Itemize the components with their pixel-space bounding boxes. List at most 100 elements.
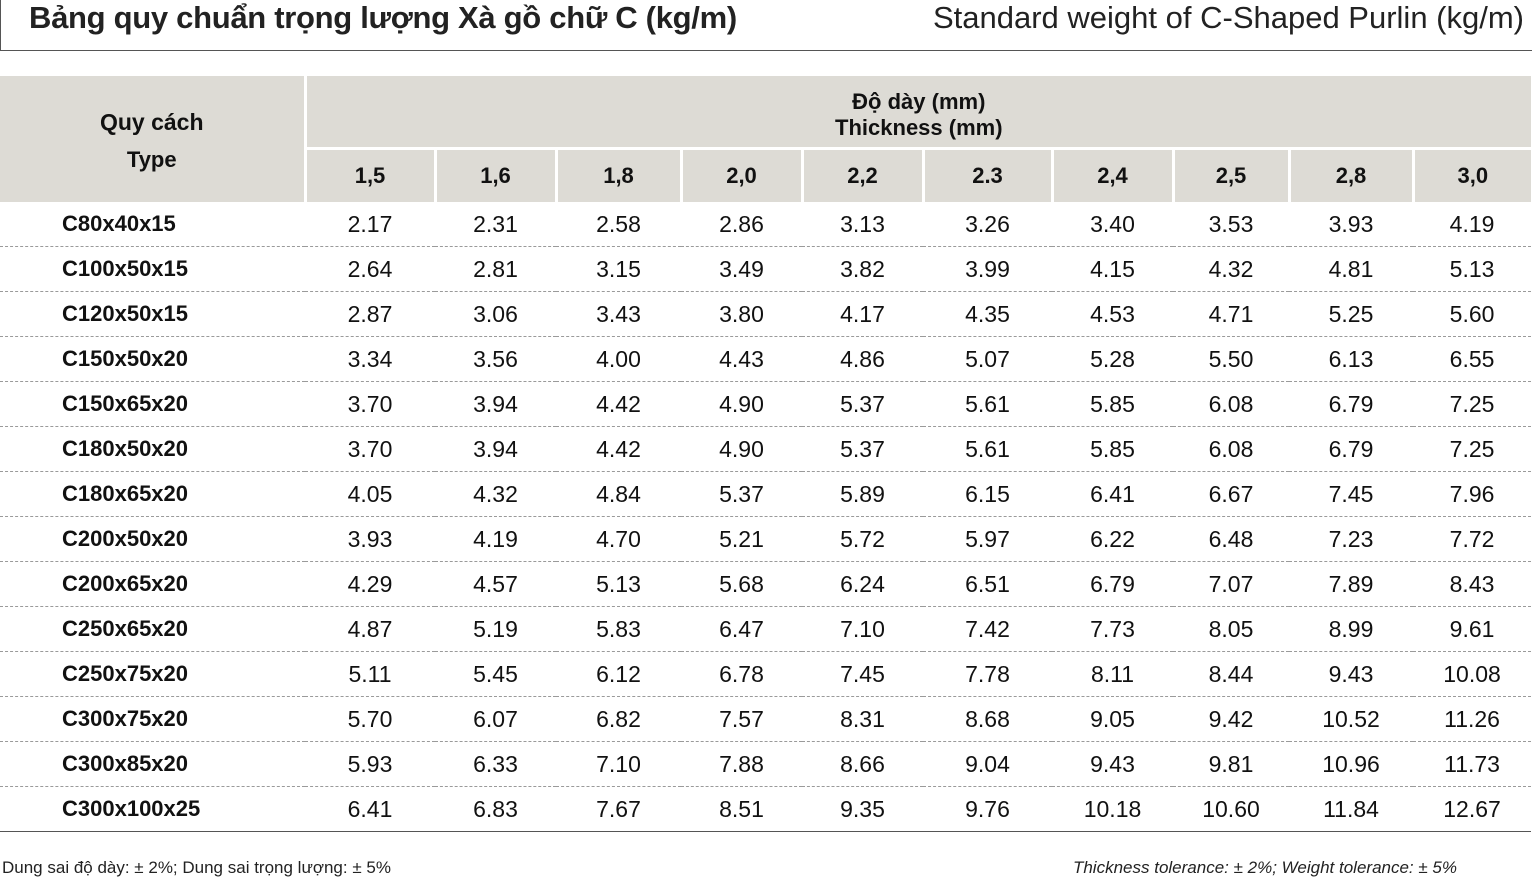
weight-cell: 6.15 <box>923 471 1052 517</box>
thickness-col-header: 2,4 <box>1052 148 1175 202</box>
thickness-col-header: 2,0 <box>681 148 804 202</box>
weight-cell: 12.67 <box>1413 786 1532 832</box>
weight-cell: 5.13 <box>556 561 681 607</box>
weight-cell: 3.26 <box>923 202 1052 247</box>
thickness-col-header: 2,2 <box>802 148 925 202</box>
weight-cell: 5.85 <box>1052 381 1173 427</box>
weight-cell: 6.12 <box>556 651 681 697</box>
weight-cell: 5.93 <box>305 741 435 787</box>
weight-cell: 7.45 <box>802 651 923 697</box>
weight-cell: 5.21 <box>681 516 802 562</box>
weight-cell: 6.41 <box>1052 471 1173 517</box>
page-title-en: Standard weight of C-Shaped Purlin (kg/m… <box>932 0 1524 35</box>
weight-cell: 2.87 <box>305 291 435 337</box>
table-row: C300x75x20 5.70 6.07 6.82 7.57 8.31 8.68 9.05 9.… <box>0 696 1532 742</box>
weight-cell: 9.43 <box>1289 651 1413 697</box>
weight-cell: 11.73 <box>1413 741 1532 787</box>
table-row: C180x65x20 4.05 4.32 4.84 5.37 5.89 6.15 6.41 6.… <box>0 471 1532 517</box>
weight-cell: 8.44 <box>1173 651 1289 697</box>
thickness-col-header: 3,0 <box>1413 148 1532 202</box>
footer-tolerance-en: Thickness tolerance: ± 2%; Weight tolera… <box>1072 858 1457 877</box>
weight-cell: 11.84 <box>1289 786 1413 832</box>
weight-cell: 3.06 <box>435 291 556 337</box>
weight-cell: 7.25 <box>1413 426 1532 472</box>
weight-cell: 9.42 <box>1173 696 1289 742</box>
weight-cell: 7.42 <box>923 606 1052 652</box>
weight-cell: 3.53 <box>1173 202 1289 247</box>
weight-cell: 6.51 <box>923 561 1052 607</box>
weight-cell: 3.49 <box>681 246 802 292</box>
weight-cell: 6.79 <box>1052 561 1173 607</box>
thickness-col-header: 1,5 <box>305 148 437 202</box>
weight-cell: 4.00 <box>556 336 681 382</box>
weight-cell: 6.83 <box>435 786 556 832</box>
table-row: C300x100x25 6.41 6.83 7.67 8.51 9.35 9.76 10.18… <box>0 786 1532 832</box>
weight-cell: 4.32 <box>435 471 556 517</box>
weight-cell: 5.50 <box>1173 336 1289 382</box>
weight-cell: 6.48 <box>1173 516 1289 562</box>
weight-cell: 6.22 <box>1052 516 1173 562</box>
weight-cell: 7.10 <box>556 741 681 787</box>
weight-cell: 4.35 <box>923 291 1052 337</box>
weight-cell: 6.24 <box>802 561 923 607</box>
weight-cell: 4.71 <box>1173 291 1289 337</box>
weight-cell: 6.79 <box>1289 381 1413 427</box>
weight-cell: 9.43 <box>1052 741 1173 787</box>
purlin-type-cell: C180x50x20 <box>0 426 305 472</box>
weight-cell: 4.15 <box>1052 246 1173 292</box>
weight-cell: 3.34 <box>305 336 435 382</box>
table-row: C150x50x20 3.34 3.56 4.00 4.43 4.86 5.07 5.28 5.… <box>0 336 1532 382</box>
weight-cell: 6.67 <box>1173 471 1289 517</box>
weight-cell: 10.96 <box>1289 741 1413 787</box>
weight-cell: 7.67 <box>556 786 681 832</box>
weight-cell: 6.07 <box>435 696 556 742</box>
thickness-col-header: 2,5 <box>1173 148 1291 202</box>
weight-cell: 7.25 <box>1413 381 1532 427</box>
weight-cell: 4.42 <box>556 381 681 427</box>
weight-cell: 5.83 <box>556 606 681 652</box>
weight-cell: 5.61 <box>923 381 1052 427</box>
weight-cell: 4.87 <box>305 606 435 652</box>
weight-cell: 6.33 <box>435 741 556 787</box>
weight-cell: 5.19 <box>435 606 556 652</box>
weight-cell: 7.72 <box>1413 516 1532 562</box>
title-bar: Bảng quy chuẩn trọng lượng Xà gồ chữ C (… <box>0 0 1532 51</box>
weight-cell: 4.81 <box>1289 246 1413 292</box>
table-row: C100x50x15 2.64 2.81 3.15 3.49 3.82 3.99 4.15 4.… <box>0 246 1532 292</box>
weight-cell: 7.88 <box>681 741 802 787</box>
weight-cell: 7.96 <box>1413 471 1532 517</box>
weight-cell: 11.26 <box>1413 696 1532 742</box>
weight-cell: 5.61 <box>923 426 1052 472</box>
purlin-type-cell: C150x50x20 <box>0 336 305 382</box>
thickness-header-vi: Độ dày (mm) <box>852 88 986 114</box>
weight-cell: 5.37 <box>802 381 923 427</box>
table-body: C80x40x15 2.17 2.31 2.58 2.86 3.13 3.26 3.40 3.5… <box>0 202 1532 832</box>
purlin-type-cell: C150x65x20 <box>0 381 305 427</box>
weight-cell: 8.43 <box>1413 561 1532 607</box>
weight-cell: 6.08 <box>1173 381 1289 427</box>
weight-cell: 4.43 <box>681 336 802 382</box>
weight-cell: 7.89 <box>1289 561 1413 607</box>
purlin-type-cell: C120x50x15 <box>0 291 305 337</box>
weight-cell: 4.70 <box>556 516 681 562</box>
weight-cell: 6.55 <box>1413 336 1532 382</box>
weight-cell: 5.68 <box>681 561 802 607</box>
weight-cell: 4.90 <box>681 381 802 427</box>
weight-cell: 4.19 <box>435 516 556 562</box>
weight-cell: 2.58 <box>556 202 681 247</box>
weight-cell: 8.68 <box>923 696 1052 742</box>
weight-cell: 9.05 <box>1052 696 1173 742</box>
thickness-col-header: 1,6 <box>435 148 558 202</box>
weight-cell: 3.43 <box>556 291 681 337</box>
weight-cell: 3.94 <box>435 426 556 472</box>
weight-cell: 4.86 <box>802 336 923 382</box>
table-row: C250x65x20 4.87 5.19 5.83 6.47 7.10 7.42 7.73 8.… <box>0 606 1532 652</box>
weight-cell: 2.17 <box>305 202 435 247</box>
weight-cell: 4.05 <box>305 471 435 517</box>
weight-cell: 2.64 <box>305 246 435 292</box>
table-row: C300x85x20 5.93 6.33 7.10 7.88 8.66 9.04 9.43 9.… <box>0 741 1532 787</box>
table-row: C180x50x20 3.70 3.94 4.42 4.90 5.37 5.61 5.85 6.… <box>0 426 1532 472</box>
weight-cell: 7.23 <box>1289 516 1413 562</box>
page-title-vi: Bảng quy chuẩn trọng lượng Xà gồ chữ C (… <box>29 0 737 35</box>
thickness-col-header: 1,8 <box>556 148 683 202</box>
